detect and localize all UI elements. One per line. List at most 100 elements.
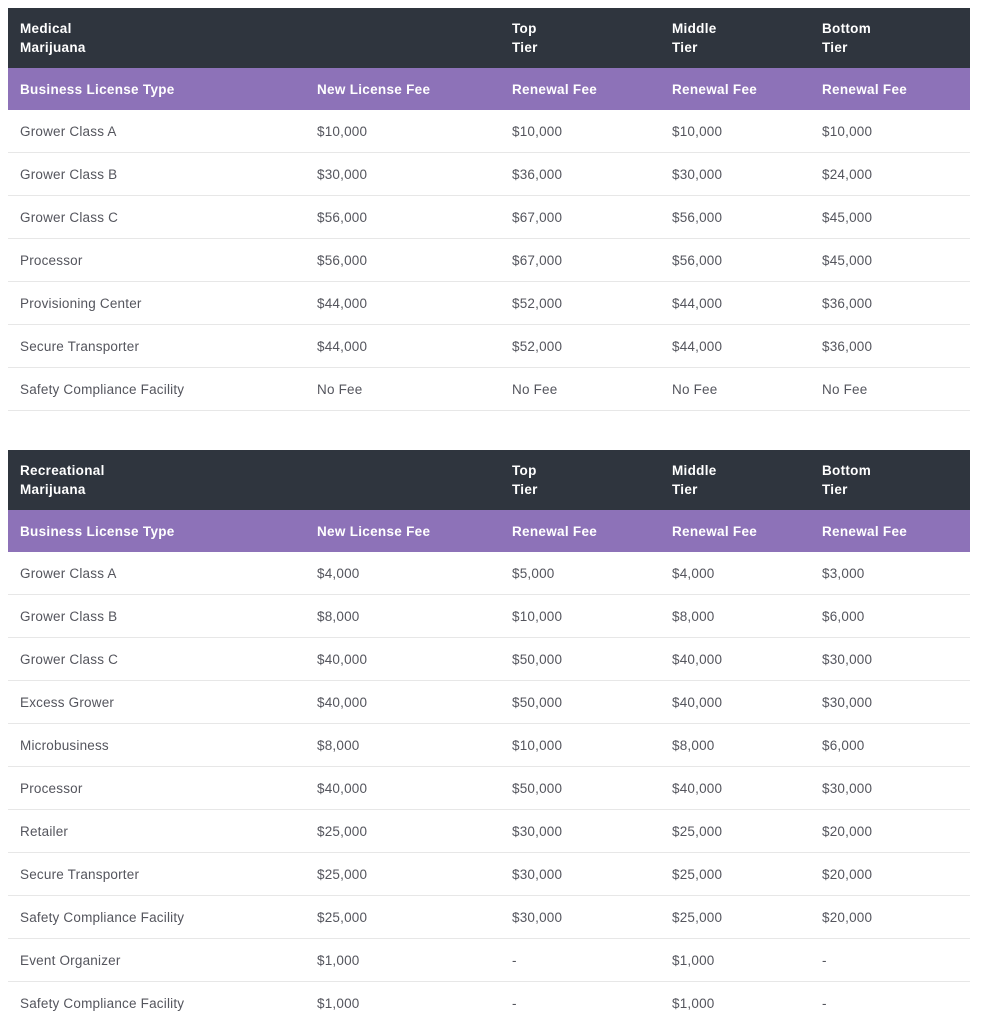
renewal-fee-top-cell: $50,000 (512, 651, 563, 667)
tier-header-middle: Middle Tier (660, 450, 810, 510)
table-row: Secure Transporter $25,000 $30,000 $25,0… (8, 853, 970, 896)
renewal-fee-middle-cell: $25,000 (672, 823, 723, 839)
renewal-fee-top-cell: $10,000 (512, 608, 563, 624)
renewal-fee-middle-cell: $40,000 (672, 780, 723, 796)
tier-header-line1: Top (512, 21, 537, 36)
table-row: Grower Class B $30,000 $36,000 $30,000 $… (8, 153, 970, 196)
table-row: Event Organizer $1,000 - $1,000 - (8, 939, 970, 982)
fee-table: Medical Marijuana Top Tier Middle Tier B… (8, 8, 970, 411)
renewal-fee-bottom-cell: $24,000 (822, 166, 873, 182)
fee-table: Recreational Marijuana Top Tier Middle T… (8, 450, 970, 1024)
renewal-fee-middle-cell: $44,000 (672, 295, 723, 311)
column-header-license-type: Business License Type (20, 81, 175, 97)
new-license-fee-cell: $40,000 (317, 651, 368, 667)
renewal-fee-top-cell: - (512, 952, 517, 968)
license-type-cell: Secure Transporter (20, 866, 140, 882)
table-body: Grower Class A $10,000 $10,000 $10,000 $… (8, 110, 970, 411)
renewal-fee-bottom-cell: $6,000 (822, 737, 865, 753)
table-title-line2: Marijuana (20, 40, 86, 55)
column-header-license-type: Business License Type (20, 523, 175, 539)
license-type-cell: Excess Grower (20, 694, 115, 710)
renewal-fee-middle-cell: $8,000 (672, 737, 715, 753)
table-row: Processor $56,000 $67,000 $56,000 $45,00… (8, 239, 970, 282)
renewal-fee-top-cell: $30,000 (512, 866, 563, 882)
renewal-fee-top-cell: $10,000 (512, 737, 563, 753)
table-body: Grower Class A $4,000 $5,000 $4,000 $3,0… (8, 552, 970, 1024)
renewal-fee-bottom-cell: $36,000 (822, 338, 873, 354)
renewal-fee-top-cell: $52,000 (512, 338, 563, 354)
license-type-cell: Grower Class A (20, 123, 117, 139)
license-type-cell: Grower Class A (20, 565, 117, 581)
new-license-fee-cell: $25,000 (317, 866, 368, 882)
license-type-cell: Processor (20, 780, 83, 796)
column-header-renewal-fee-top: Renewal Fee (512, 81, 598, 97)
license-type-cell: Secure Transporter (20, 338, 140, 354)
license-type-cell: Microbusiness (20, 737, 109, 753)
renewal-fee-bottom-cell: - (822, 952, 827, 968)
column-header-row: Business License Type New License Fee Re… (8, 510, 970, 552)
table-row: Grower Class C $56,000 $67,000 $56,000 $… (8, 196, 970, 239)
renewal-fee-middle-cell: $10,000 (672, 123, 723, 139)
table-title-line1: Recreational (20, 463, 105, 478)
tier-header-top: Top Tier (500, 8, 660, 68)
tier-header-line1: Top (512, 463, 537, 478)
renewal-fee-middle-cell: $56,000 (672, 252, 723, 268)
renewal-fee-top-cell: $30,000 (512, 823, 563, 839)
column-header-row: Business License Type New License Fee Re… (8, 68, 970, 110)
column-header-renewal-fee-middle: Renewal Fee (672, 523, 758, 539)
renewal-fee-middle-cell: $44,000 (672, 338, 723, 354)
license-type-cell: Grower Class C (20, 651, 119, 667)
table-row: Processor $40,000 $50,000 $40,000 $30,00… (8, 767, 970, 810)
table-row: Grower Class A $10,000 $10,000 $10,000 $… (8, 110, 970, 153)
license-type-cell: Provisioning Center (20, 295, 142, 311)
table-row: Secure Transporter $44,000 $52,000 $44,0… (8, 325, 970, 368)
tier-header-line1: Middle (672, 463, 717, 478)
renewal-fee-middle-cell: $8,000 (672, 608, 715, 624)
new-license-fee-cell: $44,000 (317, 295, 368, 311)
renewal-fee-top-cell: $36,000 (512, 166, 563, 182)
renewal-fee-middle-cell: No Fee (672, 381, 718, 397)
tier-header-line2: Tier (512, 482, 538, 497)
renewal-fee-top-cell: $52,000 (512, 295, 563, 311)
empty-header-cell (305, 8, 500, 68)
renewal-fee-top-cell: - (512, 995, 517, 1011)
renewal-fee-top-cell: $10,000 (512, 123, 563, 139)
renewal-fee-middle-cell: $1,000 (672, 995, 715, 1011)
renewal-fee-bottom-cell: $30,000 (822, 780, 873, 796)
table-row: Grower Class A $4,000 $5,000 $4,000 $3,0… (8, 552, 970, 595)
renewal-fee-middle-cell: $40,000 (672, 651, 723, 667)
tier-header-line2: Tier (672, 40, 698, 55)
new-license-fee-cell: $56,000 (317, 209, 368, 225)
column-header-renewal-fee-middle: Renewal Fee (672, 81, 758, 97)
column-header-renewal-fee-top: Renewal Fee (512, 523, 598, 539)
renewal-fee-top-cell: $67,000 (512, 209, 563, 225)
tier-header-line2: Tier (822, 482, 848, 497)
renewal-fee-middle-cell: $1,000 (672, 952, 715, 968)
renewal-fee-top-cell: $50,000 (512, 780, 563, 796)
table-row: Retailer $25,000 $30,000 $25,000 $20,000 (8, 810, 970, 853)
new-license-fee-cell: $44,000 (317, 338, 368, 354)
column-header-new-license-fee: New License Fee (317, 523, 431, 539)
new-license-fee-cell: $40,000 (317, 694, 368, 710)
license-type-cell: Safety Compliance Facility (20, 995, 185, 1011)
new-license-fee-cell: $1,000 (317, 995, 360, 1011)
new-license-fee-cell: $30,000 (317, 166, 368, 182)
license-type-cell: Grower Class C (20, 209, 119, 225)
table-row: Safety Compliance Facility $1,000 - $1,0… (8, 982, 970, 1024)
table-row: Safety Compliance Facility $25,000 $30,0… (8, 896, 970, 939)
license-type-cell: Processor (20, 252, 83, 268)
renewal-fee-top-cell: $30,000 (512, 909, 563, 925)
renewal-fee-bottom-cell: $30,000 (822, 651, 873, 667)
renewal-fee-bottom-cell: $20,000 (822, 823, 873, 839)
renewal-fee-bottom-cell: $6,000 (822, 608, 865, 624)
table-title-row: Recreational Marijuana Top Tier Middle T… (8, 450, 970, 510)
renewal-fee-top-cell: $5,000 (512, 565, 555, 581)
table-row: Grower Class B $8,000 $10,000 $8,000 $6,… (8, 595, 970, 638)
column-header-new-license-fee: New License Fee (317, 81, 431, 97)
new-license-fee-cell: $10,000 (317, 123, 368, 139)
license-type-cell: Safety Compliance Facility (20, 909, 185, 925)
renewal-fee-bottom-cell: $45,000 (822, 252, 873, 268)
renewal-fee-top-cell: $67,000 (512, 252, 563, 268)
new-license-fee-cell: $8,000 (317, 737, 360, 753)
table-row: Excess Grower $40,000 $50,000 $40,000 $3… (8, 681, 970, 724)
